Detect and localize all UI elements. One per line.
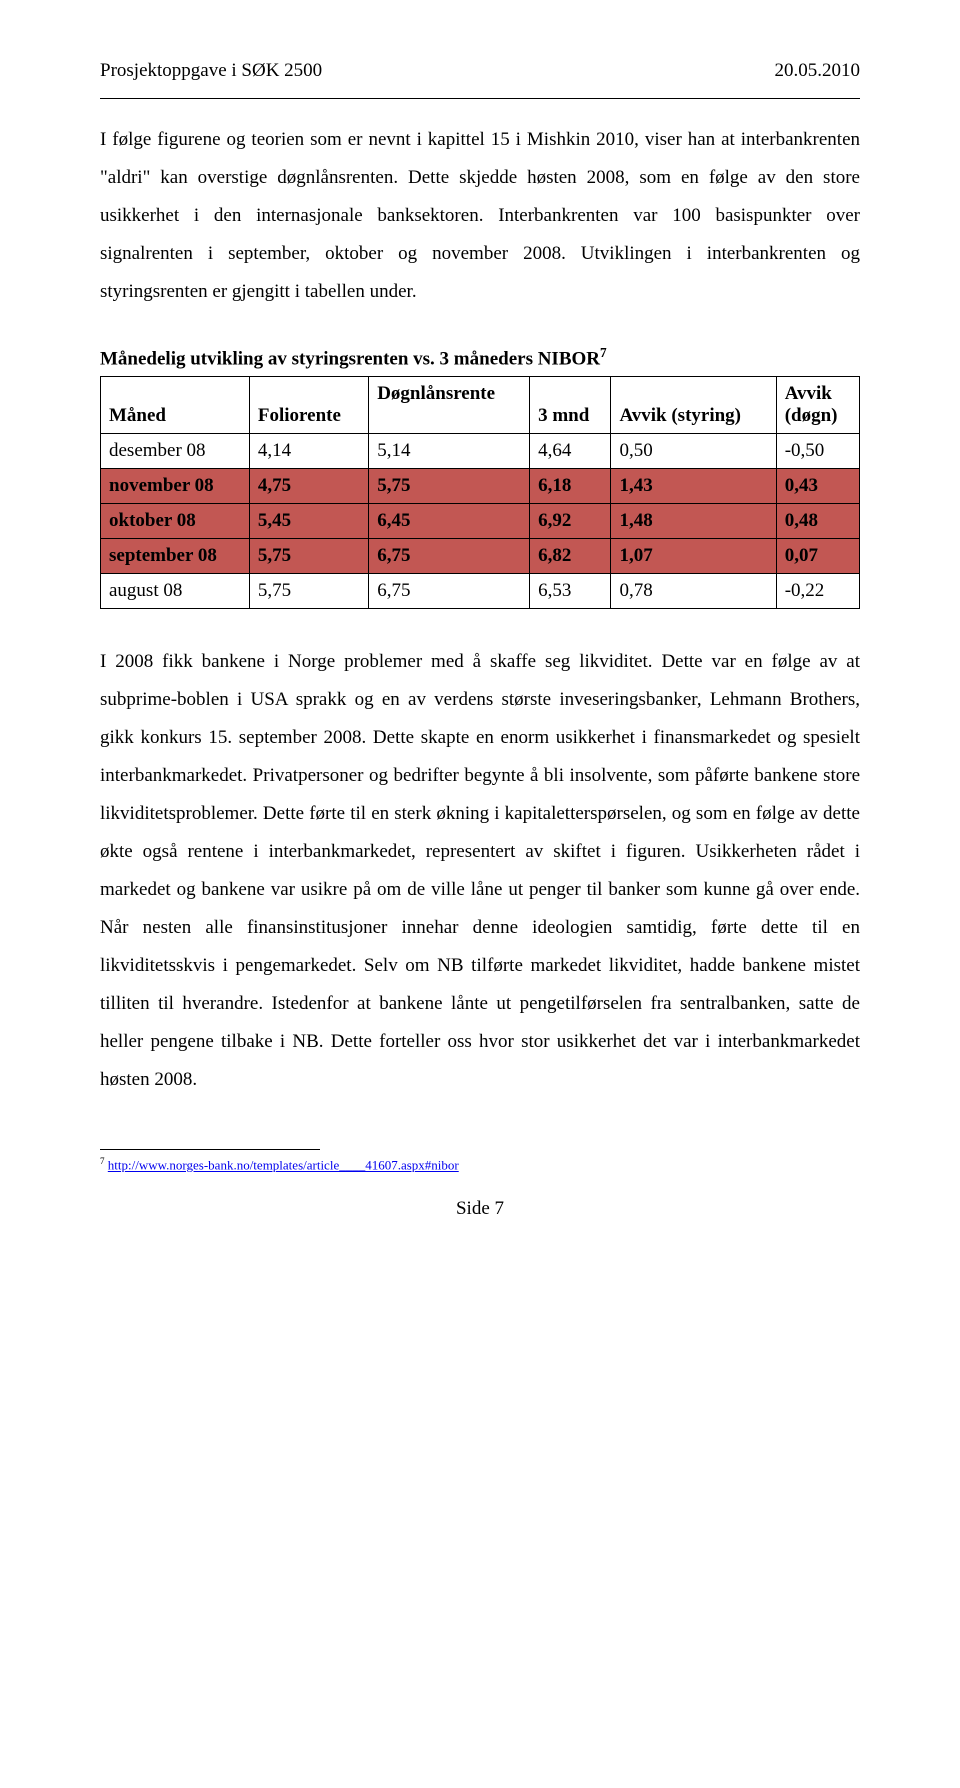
table-row: oktober 085,456,456,921,480,48 — [101, 504, 860, 539]
page: Prosjektoppgave i SØK 2500 20.05.2010 I … — [0, 0, 960, 1270]
footnote-separator — [100, 1149, 320, 1150]
table-cell: 0,43 — [776, 469, 859, 504]
table-cell: -0,50 — [776, 434, 859, 469]
table-cell: 1,07 — [611, 539, 776, 574]
table-cell: 1,43 — [611, 469, 776, 504]
footnote-number: 7 — [100, 1156, 105, 1166]
table-cell: 0,78 — [611, 574, 776, 609]
table-cell: 0,07 — [776, 539, 859, 574]
col-avvik-dogn-l1: Avvik — [785, 383, 832, 404]
table-cell: -0,22 — [776, 574, 859, 609]
footnote-link[interactable]: http://www.norges-bank.no/templates/arti… — [108, 1158, 459, 1173]
table-row: november 084,755,756,181,430,43 — [101, 469, 860, 504]
table-cell: 6,75 — [369, 539, 530, 574]
rates-table: Måned Foliorente Døgnlånsrente 3 mnd Avv… — [100, 376, 860, 609]
col-avvik-styring: Avvik (styring) — [611, 377, 776, 434]
page-header: Prosjektoppgave i SØK 2500 20.05.2010 — [100, 60, 860, 82]
header-underline — [100, 98, 860, 99]
table-cell: 6,82 — [530, 539, 611, 574]
table-cell: desember 08 — [101, 434, 250, 469]
col-maned: Måned — [101, 377, 250, 434]
table-row: september 085,756,756,821,070,07 — [101, 539, 860, 574]
table-cell: 6,18 — [530, 469, 611, 504]
table-cell: 4,75 — [249, 469, 368, 504]
col-foliorente: Foliorente — [249, 377, 368, 434]
table-header-row: Måned Foliorente Døgnlånsrente 3 mnd Avv… — [101, 377, 860, 434]
table-cell: 0,48 — [776, 504, 859, 539]
header-left: Prosjektoppgave i SØK 2500 — [100, 60, 322, 82]
table-cell: 5,75 — [369, 469, 530, 504]
table-title-text: Månedelig utvikling av styringsrenten vs… — [100, 348, 600, 369]
col-avvik-dogn: Avvik (døgn) — [776, 377, 859, 434]
table-cell: 6,92 — [530, 504, 611, 539]
table-cell: 5,14 — [369, 434, 530, 469]
paragraph-2: I 2008 fikk bankene i Norge problemer me… — [100, 643, 860, 1099]
table-cell: 6,53 — [530, 574, 611, 609]
col-dognlansrente: Døgnlånsrente — [369, 377, 530, 434]
table-cell: november 08 — [101, 469, 250, 504]
table-row: august 085,756,756,530,78-0,22 — [101, 574, 860, 609]
table-cell: august 08 — [101, 574, 250, 609]
footnote: 7 http://www.norges-bank.no/templates/ar… — [100, 1156, 860, 1173]
table-cell: 4,64 — [530, 434, 611, 469]
table-cell: 6,75 — [369, 574, 530, 609]
table-title: Månedelig utvikling av styringsrenten vs… — [100, 345, 860, 370]
page-footer: Side 7 — [100, 1198, 860, 1220]
paragraph-1: I følge figurene og teorien som er nevnt… — [100, 121, 860, 311]
header-right: 20.05.2010 — [775, 60, 861, 82]
table-cell: 5,75 — [249, 539, 368, 574]
table-cell: september 08 — [101, 539, 250, 574]
table-cell: 4,14 — [249, 434, 368, 469]
col-avvik-dogn-l2: (døgn) — [785, 405, 838, 426]
table-cell: 6,45 — [369, 504, 530, 539]
table-cell: oktober 08 — [101, 504, 250, 539]
table-row: desember 084,145,144,640,50-0,50 — [101, 434, 860, 469]
table-cell: 5,45 — [249, 504, 368, 539]
table-cell: 0,50 — [611, 434, 776, 469]
table-cell: 5,75 — [249, 574, 368, 609]
table-title-sup: 7 — [600, 345, 607, 360]
col-3mnd: 3 mnd — [530, 377, 611, 434]
table-cell: 1,48 — [611, 504, 776, 539]
